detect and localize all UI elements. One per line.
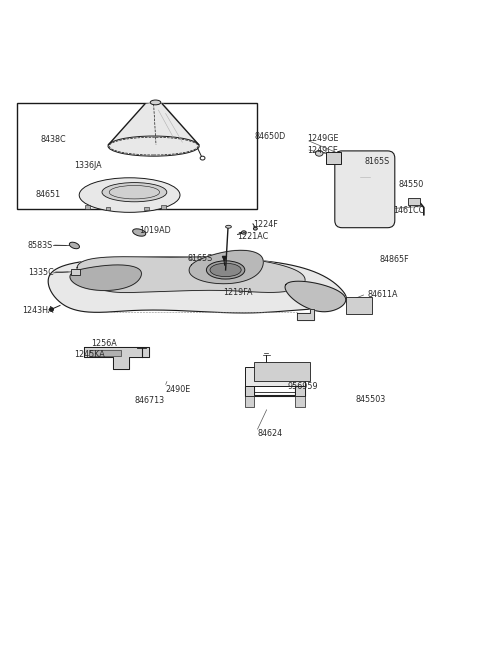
Text: 1336JA: 1336JA [74,161,102,170]
Bar [346,298,372,314]
Text: 1256A: 1256A [91,340,117,348]
Text: 8165S: 8165S [365,157,390,166]
Text: 1245KA: 1245KA [74,350,105,359]
Bar [71,269,80,275]
Polygon shape [108,102,199,145]
Polygon shape [70,265,142,290]
Text: 1249GE: 1249GE [307,135,339,143]
Bar [245,396,254,407]
Polygon shape [245,386,305,396]
Ellipse shape [79,178,180,212]
Bar [144,206,149,210]
Bar [408,198,420,205]
Text: 84624: 84624 [257,428,282,438]
Text: 1019AD: 1019AD [139,225,171,235]
Bar [254,362,310,381]
Ellipse shape [253,227,257,230]
Text: 956959: 956959 [287,382,318,391]
Ellipse shape [150,100,161,105]
Text: 8583S: 8583S [28,241,53,250]
Bar [85,205,90,208]
Bar [245,367,305,386]
Text: 84865F: 84865F [379,256,409,264]
Text: 1243HA: 1243HA [23,306,54,315]
Ellipse shape [108,136,199,156]
Text: 84650D: 84650D [254,132,286,141]
Bar [89,350,121,356]
Text: 84651: 84651 [36,190,61,198]
Text: 1461CC: 1461CC [394,206,425,215]
Text: 8438C: 8438C [41,135,66,145]
Polygon shape [77,257,305,292]
Text: 845503: 845503 [355,395,385,403]
Ellipse shape [102,183,167,202]
Text: 1224F: 1224F [253,220,278,229]
Polygon shape [84,347,149,369]
Text: 1221AC: 1221AC [238,232,269,241]
Polygon shape [297,309,314,320]
Ellipse shape [206,261,245,279]
Ellipse shape [241,231,246,234]
Ellipse shape [315,150,323,156]
Ellipse shape [226,225,231,228]
Bar [295,396,305,407]
Ellipse shape [200,156,205,160]
Ellipse shape [210,263,241,277]
Text: 2490E: 2490E [166,385,191,394]
Polygon shape [285,281,346,311]
Text: 8165S: 8165S [187,254,213,263]
Polygon shape [48,257,346,313]
Ellipse shape [69,242,80,249]
Text: 1249CE: 1249CE [307,147,338,156]
Bar [17,103,257,208]
Ellipse shape [132,229,146,236]
Bar [326,152,341,164]
FancyBboxPatch shape [335,151,395,228]
Text: 84611A: 84611A [367,290,398,300]
Bar [161,205,166,208]
Bar [106,206,110,210]
Text: 84550: 84550 [398,180,424,189]
Text: 1219FA: 1219FA [223,288,252,298]
Polygon shape [189,250,264,284]
Text: 1335C: 1335C [28,268,54,277]
Text: 846713: 846713 [134,396,165,405]
